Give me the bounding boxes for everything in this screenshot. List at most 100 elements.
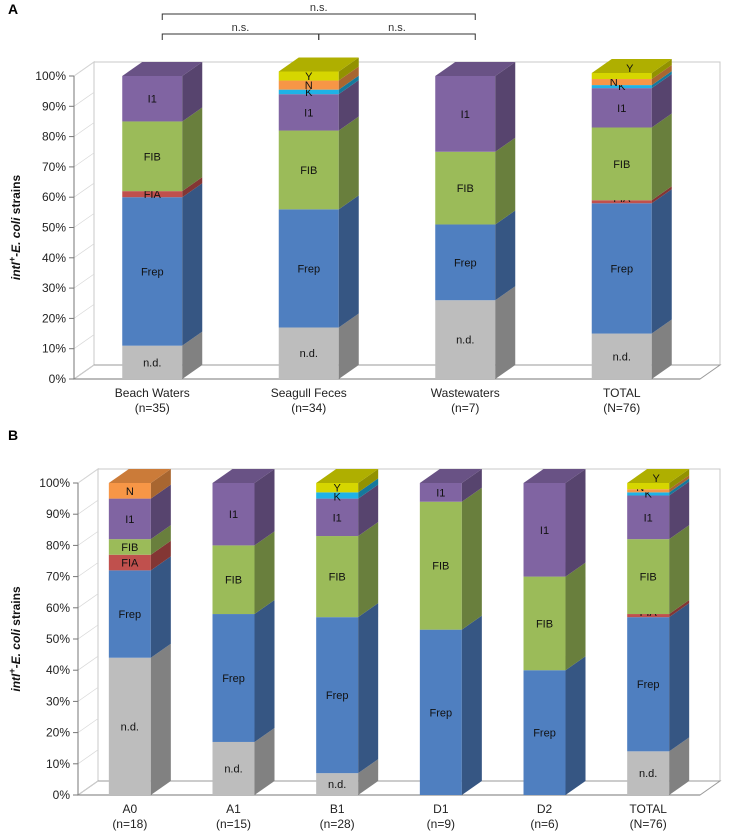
significance-bracket: n.s. [161,22,320,40]
seg-frep-side [669,603,690,752]
seg-n-front [278,80,339,90]
seg-y-front [627,483,670,490]
seg-y-side [358,469,379,493]
grid-depth-line [73,182,95,198]
seg-n-d-front [435,300,496,379]
seg-n-d-label: n.d. [300,348,318,360]
bracket-line [161,33,320,40]
seg-i1-side [182,62,203,122]
seg-fib-front [278,130,339,210]
seg-n-d-side [254,727,275,795]
seg-i1-front [108,498,151,540]
seg-fia-side [669,600,690,618]
x-category-label: Beach Waters [115,386,190,400]
grid-depth-line [77,593,99,609]
y-tick-label: 10% [46,757,70,771]
x-category-label: D2 [537,802,553,816]
seg-fib-front [523,576,566,671]
x-category-count: (N=76) [630,817,667,831]
y-tick-label: 100% [39,476,70,490]
seg-y-front [278,71,339,81]
x-category-count: (N=76) [603,401,640,415]
seg-k-label: K [618,81,626,93]
seg-i1-side [338,80,359,131]
seg-fib-front [108,539,151,555]
y-tick-label: 50% [42,221,66,235]
x-category-count: (n=15) [216,817,251,831]
seg-frep-label: Frep [222,673,245,685]
y-tick-label: 90% [42,99,66,113]
seg-frep-front [122,197,183,346]
seg-y-front [591,72,652,80]
seg-y-label: Y [653,473,661,485]
y-axis-label: intI+-E. coli strains [7,175,23,281]
y-tick-label: 60% [46,601,70,615]
seg-fib-label: FIB [457,183,474,195]
seg-frep-label: Frep [119,609,142,621]
seg-frep-label: Frep [326,690,349,702]
seg-n-d-label: n.d. [224,763,242,775]
seg-fib-side [651,113,672,201]
y-tick-label: 90% [46,507,70,521]
seg-n-d-side [150,643,171,795]
seg-i1-top [419,469,482,483]
seg-n-d-side [651,319,672,379]
seg-n-d-side [182,331,203,379]
seg-y-top [278,57,359,72]
seg-frep-label: Frep [533,728,556,740]
seg-y-label: Y [334,483,342,495]
grid-depth-line [73,334,95,349]
seg-k-front [316,492,359,499]
x-category-count: (n=9) [427,817,455,831]
seg-i1-side [651,74,672,128]
seg-frep-front [591,203,652,334]
y-tick-label: 40% [46,663,70,677]
seg-frep-side [358,603,379,774]
significance-label: n.s. [388,22,406,34]
x-category-label: TOTAL [603,386,641,400]
seg-frep-front [419,629,462,795]
seg-fib-label: FIB [432,561,449,573]
y-tick-label: 40% [42,251,66,265]
seg-y-label: Y [305,71,313,83]
seg-fib-front [419,501,462,630]
seg-fib-side [358,522,379,618]
bar-a0: n.d. Frep FIA FIB I1 N [108,469,171,795]
bracket-line [161,13,476,20]
bar-wastewaters: n.d. Frep FIB I1 [435,62,516,379]
x-category-count: (n=35) [135,401,170,415]
seg-fib-front [435,151,496,225]
seg-fib-side [182,107,203,192]
seg-fib-label: FIB [144,151,161,163]
grid-depth-line [73,364,95,380]
seg-fia-front [108,554,151,571]
seg-n-front [591,79,652,86]
seg-i1-top [435,62,516,76]
seg-n-d-side [338,313,359,379]
grid-depth-line [77,780,99,796]
seg-n-d-front [108,657,151,795]
seg-fib-side [338,116,359,210]
floor [76,780,722,796]
seg-y-front [316,483,359,493]
seg-n-d-label: n.d. [143,357,161,369]
significance-bracket: n.s. [318,22,476,40]
grid-depth-line [73,304,95,319]
seg-k-label: K [334,492,342,504]
grid-depth-line [77,468,99,484]
x-category-label: A1 [226,802,241,816]
grid-depth-line [73,122,95,137]
seg-fib-label: FIB [121,542,138,554]
seg-i1-front [523,483,566,577]
seg-fib-label: FIB [536,618,553,630]
seg-frep-label: Frep [297,263,320,275]
y-tick-label: 80% [42,130,66,144]
seg-fib-front [122,121,183,192]
seg-i1-label: I1 [229,509,238,521]
seg-frep-label: Frep [610,263,633,275]
seg-i1-side [358,484,379,537]
seg-y-side [651,58,672,80]
seg-n-label: N [126,486,134,498]
grid-depth-line [77,499,99,515]
